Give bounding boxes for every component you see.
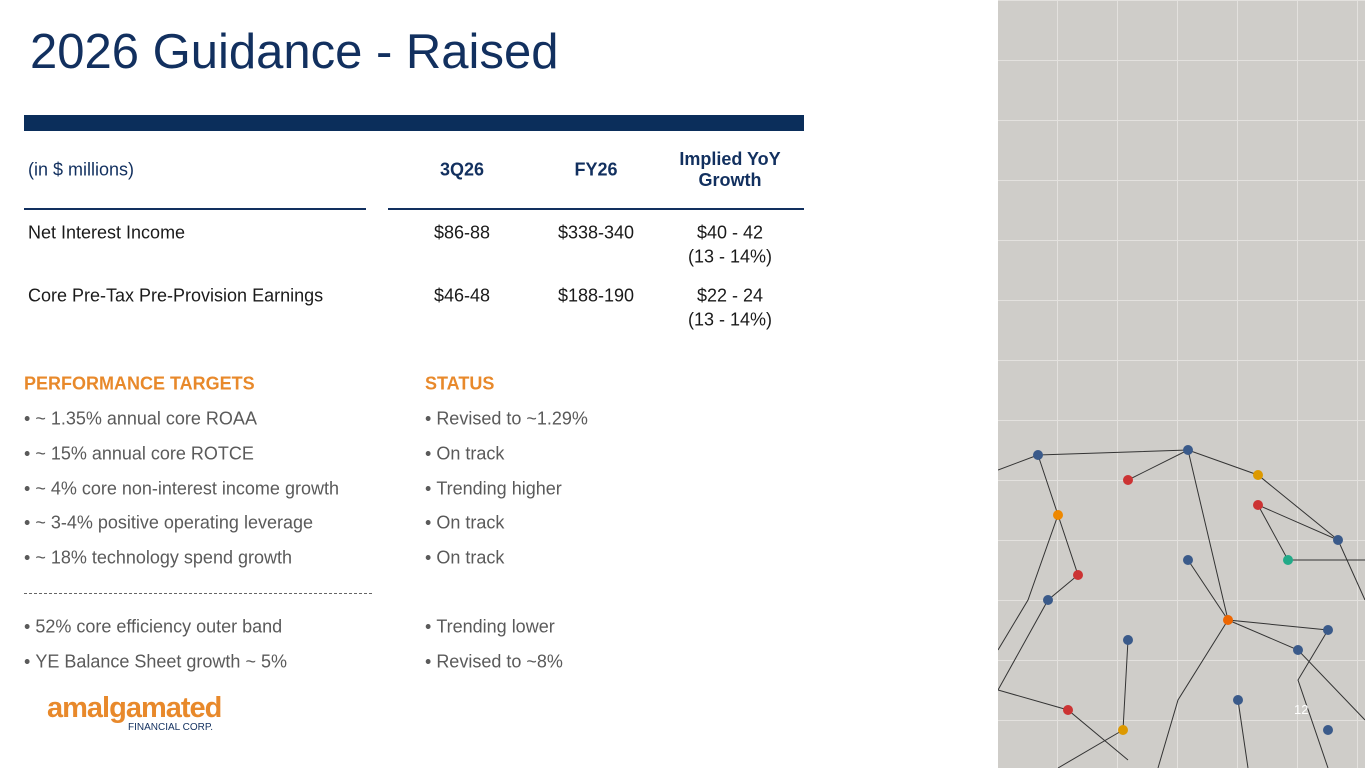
column-header: FY26 — [574, 159, 618, 180]
list-item: ~ 1.35% annual core ROAA — [24, 409, 257, 430]
column-header: 3Q26 — [439, 159, 485, 180]
list-item: Revised to ~8% — [425, 652, 563, 673]
cell: $338-340 — [557, 222, 635, 243]
cell: $22 - 24 — [696, 285, 764, 306]
rule — [24, 208, 366, 210]
logo: amalgamated — [47, 692, 222, 724]
list-item: On track — [425, 443, 504, 464]
list-item: Trending higher — [425, 478, 561, 499]
section-heading: PERFORMANCE TARGETS — [24, 373, 255, 394]
photo — [998, 0, 1365, 768]
row-label: Core Pre-Tax Pre-Provision Earnings — [28, 285, 324, 306]
list-item: On track — [425, 513, 504, 534]
section-heading: STATUS — [425, 373, 495, 394]
title: 2026 Guidance - Raised — [30, 25, 559, 79]
column-header: (in $ millions) — [28, 159, 135, 180]
column-header: Implied YoY Growth — [679, 149, 781, 190]
cell: (13 - 14%) — [687, 309, 773, 330]
page-number: 12 — [1294, 702, 1309, 717]
list-item: Trending lower — [425, 617, 554, 638]
list-item: ~ 4% core non-interest income growth — [24, 478, 339, 499]
list-item: ~ 18% technology spend growth — [24, 548, 292, 569]
cell: $86-88 — [433, 222, 491, 243]
rule — [388, 208, 804, 210]
cell: $188-190 — [557, 285, 635, 306]
cell: (13 - 14%) — [687, 246, 773, 267]
list-item: Revised to ~1.29% — [425, 409, 588, 430]
dashed-divider — [24, 593, 372, 594]
list-item: ~ 3-4% positive operating leverage — [24, 513, 313, 534]
list-item: ~ 15% annual core ROTCE — [24, 443, 254, 464]
list-item: YE Balance Sheet growth ~ 5% — [24, 652, 287, 673]
list-item: 52% core efficiency outer band — [24, 617, 282, 638]
cell: $46-48 — [433, 285, 491, 306]
row-label: Net Interest Income — [28, 222, 186, 243]
header-bar — [24, 115, 804, 131]
logo-tagline: FINANCIAL CORP. — [128, 722, 214, 733]
list-item: On track — [425, 548, 504, 569]
cell: $40 - 42 — [696, 222, 764, 243]
